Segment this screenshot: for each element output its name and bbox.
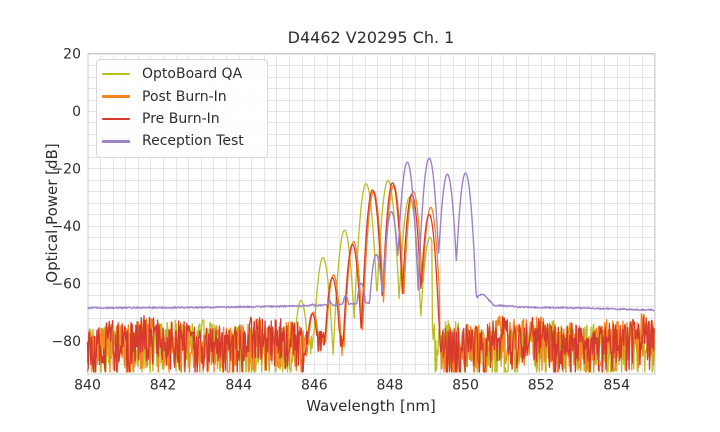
legend-item: Reception Test [102, 130, 261, 152]
legend-line-swatch [102, 140, 130, 143]
legend-item-label: Pre Burn-In [142, 110, 220, 127]
legend-item: Post Burn-In [102, 85, 261, 107]
chart-title: D4462 V20295 Ch. 1 [287, 28, 455, 47]
legend-line-swatch [102, 117, 130, 121]
y-axis-label: Optical Power [dB] [43, 143, 61, 283]
legend-item-label: Post Burn-In [142, 88, 227, 105]
legend-item: Pre Burn-In [102, 108, 261, 130]
legend-item-label: Reception Test [142, 133, 244, 150]
x-axis-label: Wavelength [nm] [306, 397, 436, 415]
legend-item: OptoBoard QA [102, 63, 261, 85]
legend-line-swatch [102, 73, 130, 76]
legend-line-swatch [102, 95, 130, 98]
legend-item-label: OptoBoard QA [142, 66, 243, 83]
legend: OptoBoard QA Post Burn-In Pre Burn-In Re… [96, 59, 268, 158]
